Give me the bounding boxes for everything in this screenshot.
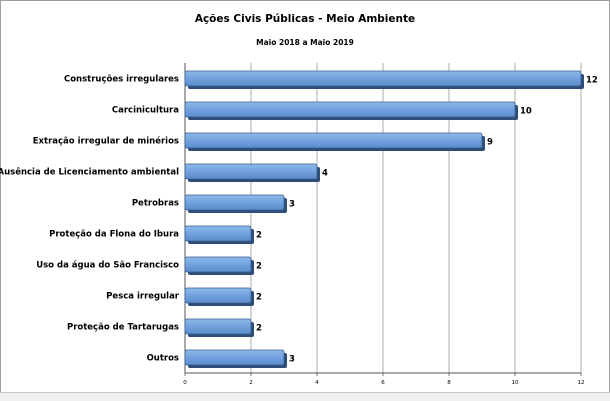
- category-label: Proteção da Flona do Ibura: [49, 230, 179, 240]
- x-tick-label: 2: [249, 380, 253, 386]
- bar: [184, 349, 285, 366]
- category-label: Carcinicultura: [112, 106, 179, 116]
- category-label: Uso da água do São Francisco: [36, 261, 179, 271]
- bar: [184, 318, 252, 335]
- x-tick-label: 0: [183, 380, 187, 386]
- value-label: 10: [520, 107, 532, 117]
- value-label: 3: [289, 355, 295, 365]
- value-label: 2: [256, 324, 262, 334]
- bar: [184, 101, 516, 118]
- x-tick-label: 4: [315, 380, 319, 386]
- category-label: Proteção de Tartarugas: [67, 323, 179, 333]
- category-label: Extração irregular de minérios: [33, 136, 179, 147]
- bar: [184, 132, 483, 149]
- bar: [184, 163, 318, 180]
- chart-title: Ações Civis Públicas - Meio Ambiente: [194, 13, 416, 25]
- value-label: 2: [256, 293, 262, 303]
- bar: [184, 287, 252, 304]
- value-label: 4: [322, 169, 328, 179]
- value-label: 3: [289, 200, 295, 210]
- x-tick-label: 10: [512, 380, 519, 386]
- x-tick-label: 6: [381, 380, 385, 386]
- value-label: 9: [487, 138, 493, 148]
- category-label: Ausência de Licenciamento ambiental: [0, 167, 179, 178]
- category-label: Pesca irregular: [106, 292, 180, 302]
- bar: [184, 256, 252, 273]
- value-label: 12: [586, 76, 598, 86]
- category-label: Construções irregulares: [64, 75, 179, 85]
- x-tick-label: 12: [578, 380, 585, 386]
- bottom-strip: [0, 392, 610, 401]
- category-label: Outros: [147, 354, 179, 364]
- bar: [184, 70, 582, 87]
- x-tick-label: 8: [447, 380, 451, 386]
- category-label: Petrobras: [132, 199, 179, 209]
- value-label: 2: [256, 262, 262, 272]
- bar: [184, 225, 252, 242]
- bar: [184, 194, 285, 211]
- chart-subtitle: Maio 2018 a Maio 2019: [256, 38, 354, 47]
- value-label: 2: [256, 231, 262, 241]
